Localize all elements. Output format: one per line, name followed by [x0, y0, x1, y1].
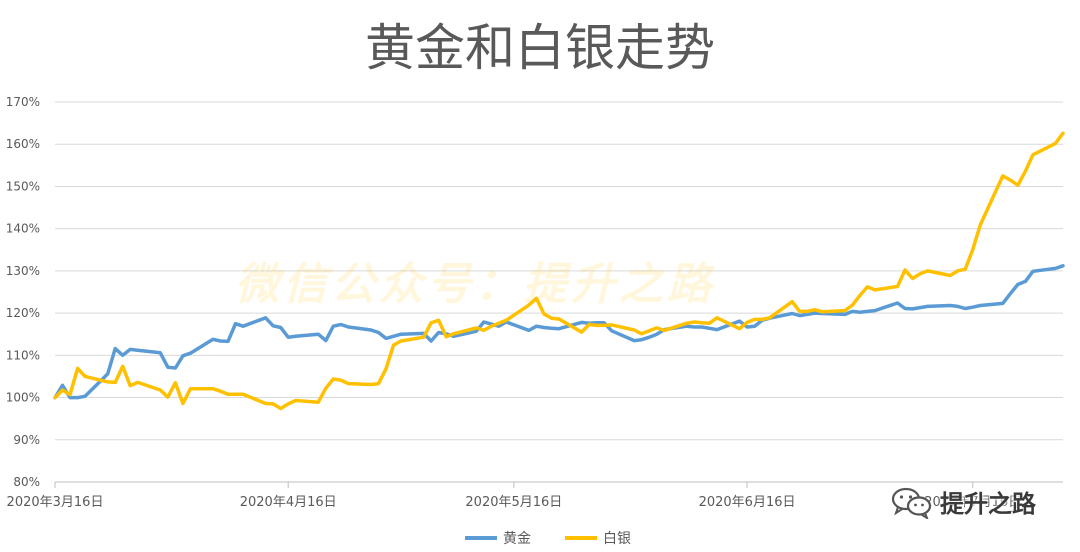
chart-title: 黄金和白银走势 — [365, 19, 715, 77]
y-tick-label: 130% — [6, 264, 40, 278]
x-tick-label: 2020年3月16日 — [7, 495, 104, 510]
series-line-gold — [53, 264, 1065, 400]
y-tick-label: 170% — [6, 95, 40, 109]
y-tick-label: 90% — [13, 433, 40, 447]
x-tick-label: 2020年7月16日 — [924, 495, 1021, 510]
y-tick-label: 140% — [6, 222, 40, 236]
x-tick-label: 2020年5月16日 — [465, 495, 562, 510]
y-tick-label: 110% — [6, 348, 40, 362]
series-line-silver — [53, 131, 1065, 411]
legend-label: 黄金 — [503, 530, 531, 547]
y-tick-label: 100% — [6, 391, 40, 405]
y-tick-label: 120% — [6, 306, 40, 320]
x-tick-label: 2020年4月16日 — [240, 495, 337, 510]
y-tick-label: 80% — [13, 475, 40, 489]
y-tick-label: 150% — [6, 179, 40, 193]
x-tick-label: 2020年6月16日 — [699, 495, 796, 510]
legend-label: 白银 — [603, 531, 631, 547]
y-tick-label: 160% — [6, 137, 40, 151]
